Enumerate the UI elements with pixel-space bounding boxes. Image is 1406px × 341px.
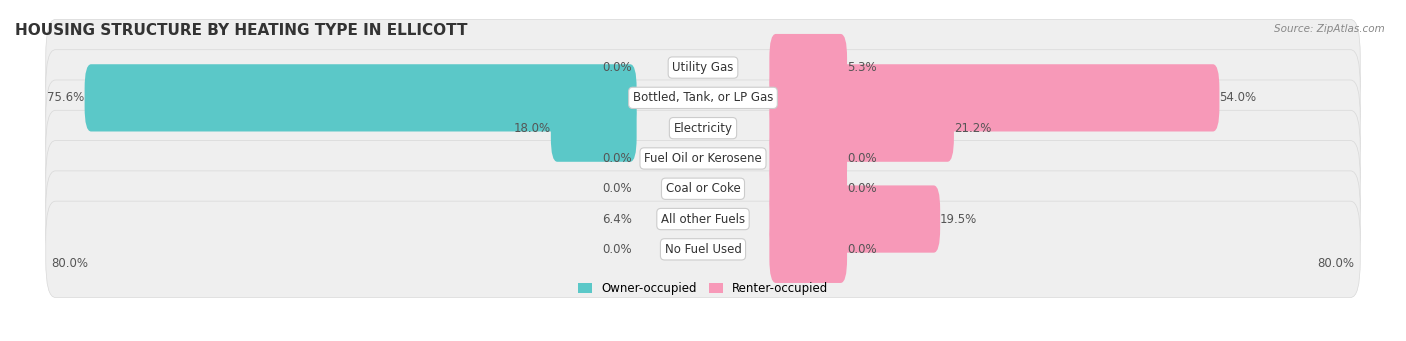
FancyBboxPatch shape: [46, 110, 1360, 207]
Text: 0.0%: 0.0%: [602, 152, 631, 165]
FancyBboxPatch shape: [769, 64, 1219, 132]
Text: 0.0%: 0.0%: [602, 243, 631, 256]
Legend: Owner-occupied, Renter-occupied: Owner-occupied, Renter-occupied: [572, 278, 834, 300]
Text: Coal or Coke: Coal or Coke: [665, 182, 741, 195]
FancyBboxPatch shape: [551, 94, 637, 162]
Text: 21.2%: 21.2%: [953, 122, 991, 135]
Text: 0.0%: 0.0%: [846, 152, 877, 165]
Text: No Fuel Used: No Fuel Used: [665, 243, 741, 256]
Text: 80.0%: 80.0%: [1317, 257, 1354, 270]
Text: Source: ZipAtlas.com: Source: ZipAtlas.com: [1274, 24, 1385, 34]
FancyBboxPatch shape: [769, 34, 846, 101]
FancyBboxPatch shape: [769, 94, 953, 162]
Text: HOUSING STRUCTURE BY HEATING TYPE IN ELLICOTT: HOUSING STRUCTURE BY HEATING TYPE IN ELL…: [15, 23, 468, 38]
FancyBboxPatch shape: [46, 171, 1360, 267]
Text: 0.0%: 0.0%: [846, 182, 877, 195]
FancyBboxPatch shape: [769, 155, 846, 222]
Text: Bottled, Tank, or LP Gas: Bottled, Tank, or LP Gas: [633, 91, 773, 104]
Text: 0.0%: 0.0%: [846, 243, 877, 256]
Text: 19.5%: 19.5%: [941, 212, 977, 225]
Text: 18.0%: 18.0%: [513, 122, 551, 135]
FancyBboxPatch shape: [46, 80, 1360, 176]
FancyBboxPatch shape: [769, 125, 846, 192]
Text: 75.6%: 75.6%: [48, 91, 84, 104]
Text: 0.0%: 0.0%: [602, 182, 631, 195]
FancyBboxPatch shape: [46, 50, 1360, 146]
Text: Utility Gas: Utility Gas: [672, 61, 734, 74]
FancyBboxPatch shape: [46, 19, 1360, 116]
Text: 80.0%: 80.0%: [52, 257, 89, 270]
FancyBboxPatch shape: [84, 64, 637, 132]
FancyBboxPatch shape: [46, 140, 1360, 237]
Text: 6.4%: 6.4%: [602, 212, 631, 225]
Text: 54.0%: 54.0%: [1219, 91, 1257, 104]
Text: 0.0%: 0.0%: [602, 61, 631, 74]
Text: Fuel Oil or Kerosene: Fuel Oil or Kerosene: [644, 152, 762, 165]
Text: All other Fuels: All other Fuels: [661, 212, 745, 225]
FancyBboxPatch shape: [769, 186, 941, 253]
FancyBboxPatch shape: [46, 201, 1360, 297]
Text: Electricity: Electricity: [673, 122, 733, 135]
Text: 5.3%: 5.3%: [846, 61, 877, 74]
FancyBboxPatch shape: [769, 216, 846, 283]
